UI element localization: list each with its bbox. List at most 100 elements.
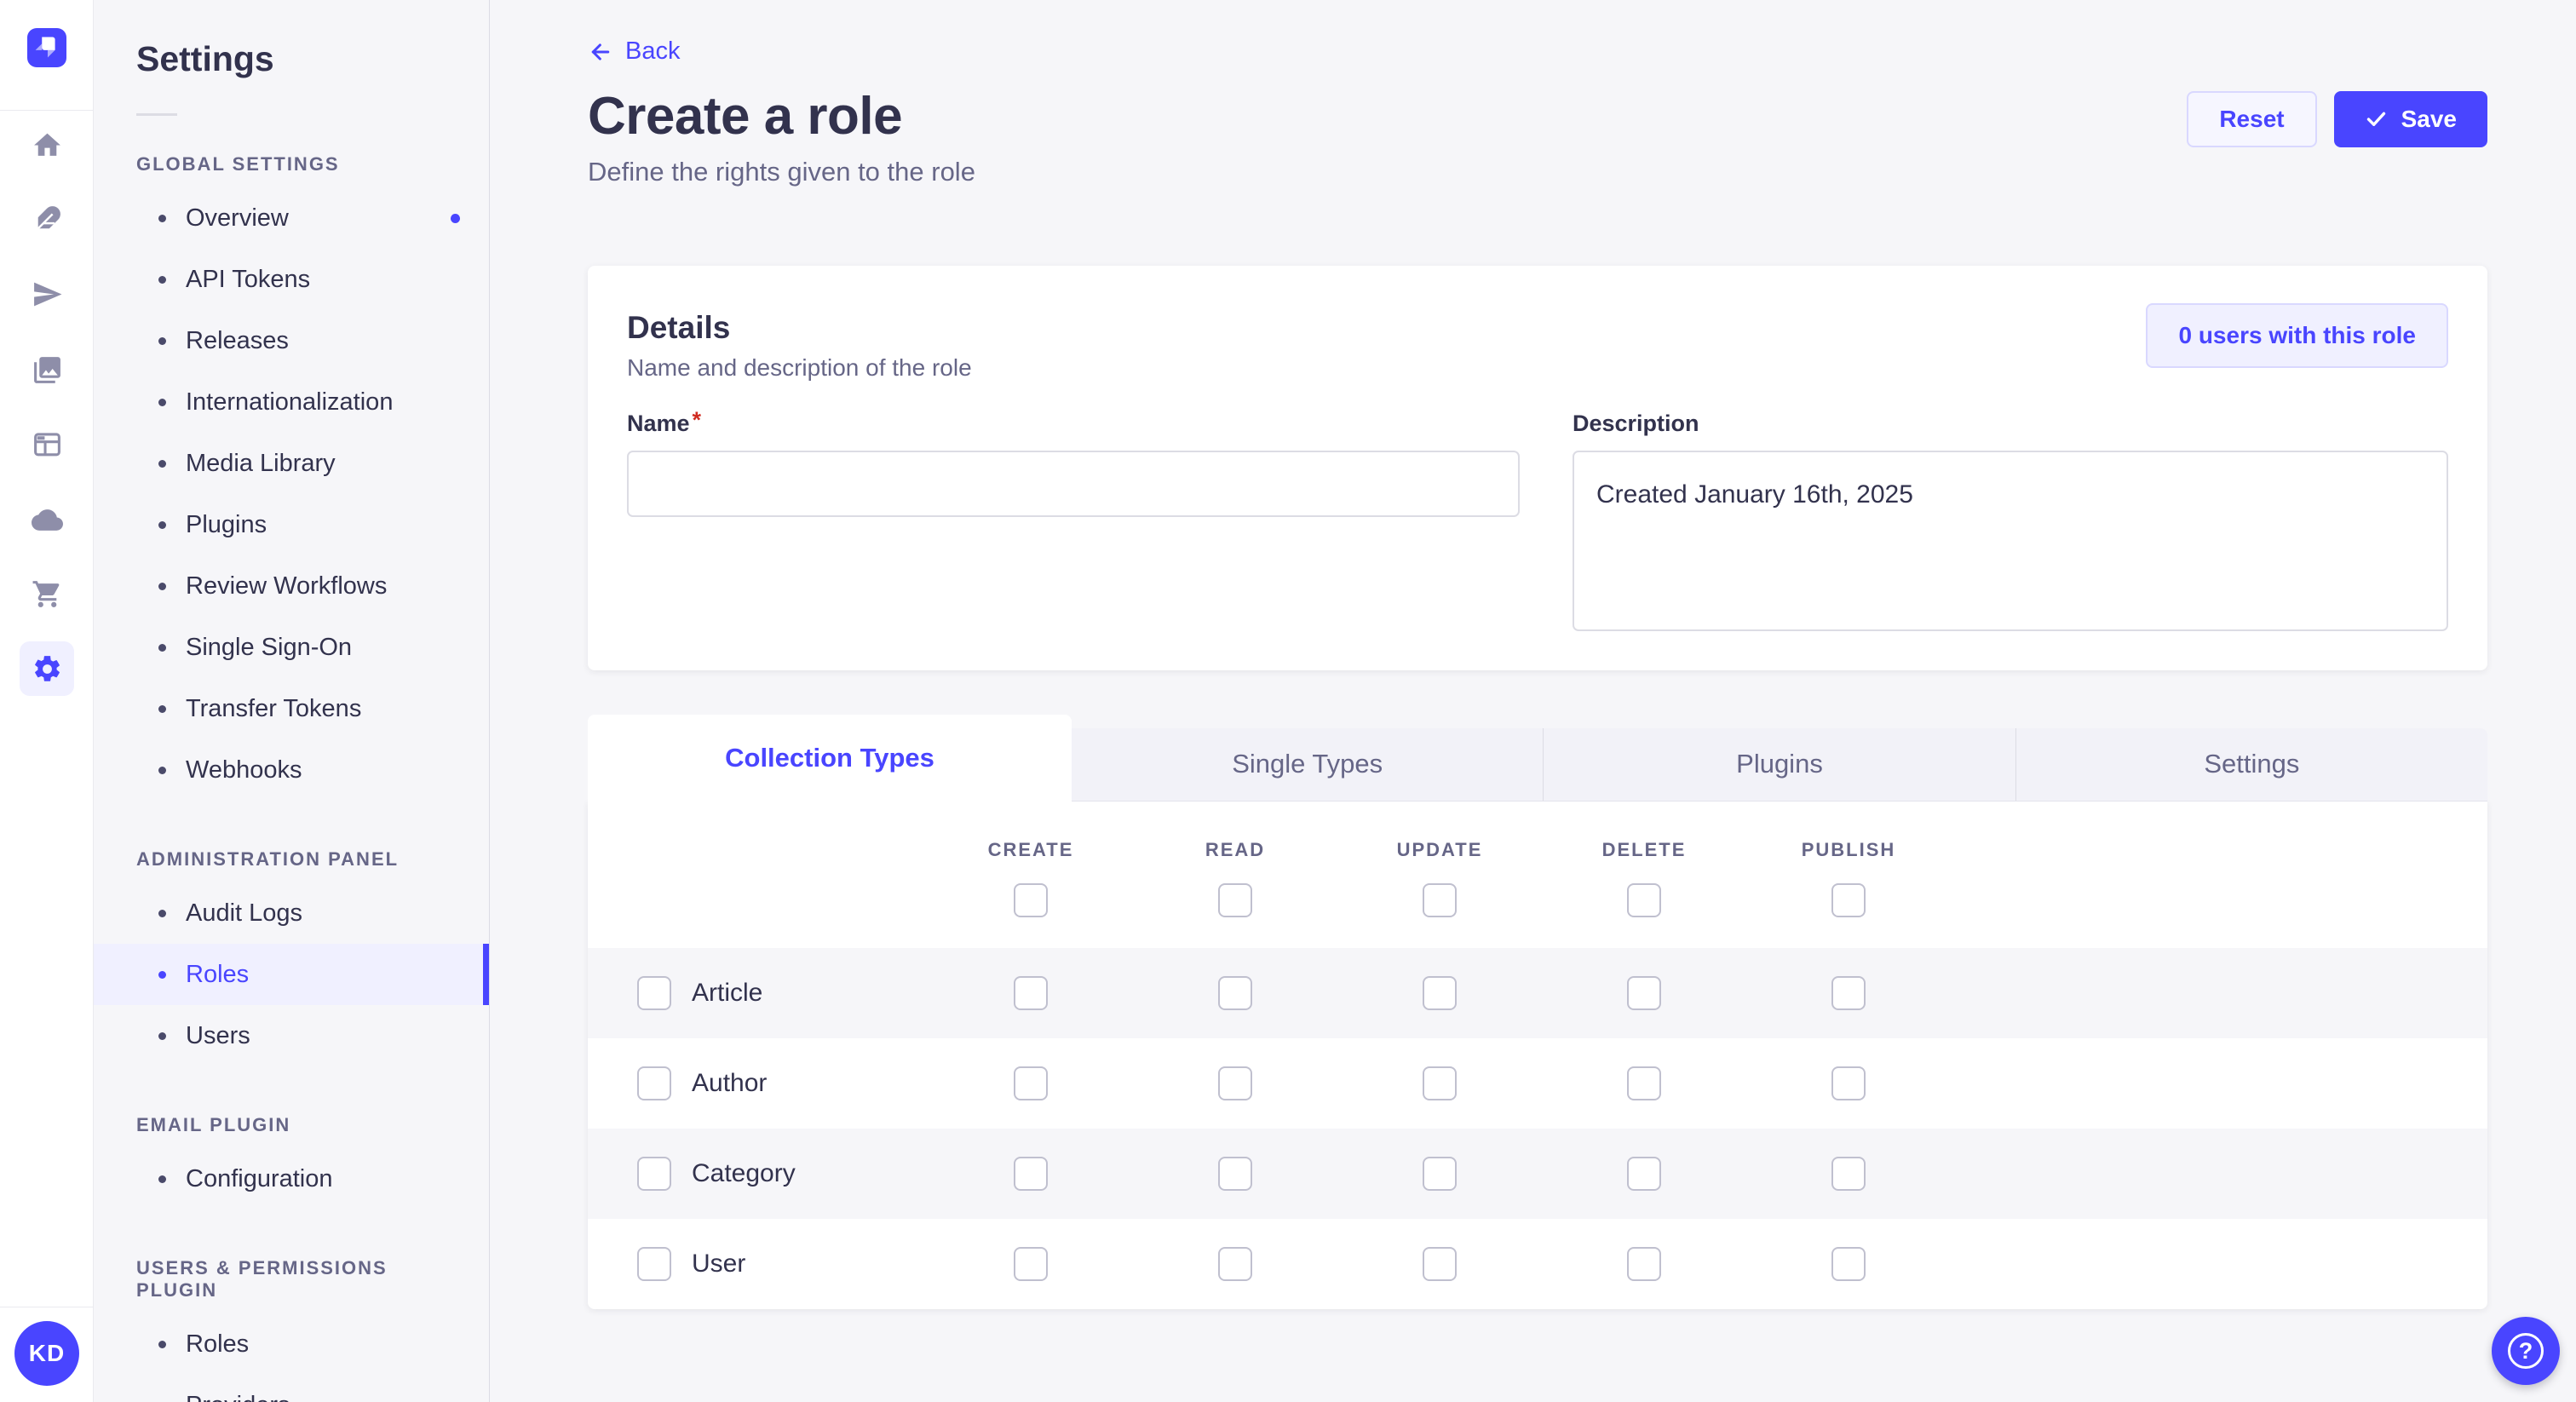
select-all-publish-checkbox[interactable] [1831,882,1866,917]
bullet-icon [158,275,166,284]
author-publish-checkbox[interactable] [1831,1066,1866,1100]
sidebar-item-label: Single Sign-On [186,633,353,661]
category-create-checkbox[interactable] [1014,1156,1048,1191]
table-row-author: Author [588,1038,2487,1129]
row-select-checkbox[interactable] [637,1246,671,1281]
name-field-group: Name * [627,407,1520,631]
sidebar-item-review-workflows[interactable]: Review Workflows [94,555,489,617]
back-link[interactable]: Back [588,37,680,66]
settings-gear-icon[interactable] [20,641,74,696]
sidebar-item-label: Transfer Tokens [186,694,362,722]
home-icon[interactable] [20,118,74,172]
select-all-create-checkbox[interactable] [1014,882,1048,917]
releases-send-icon[interactable] [20,267,74,321]
content-type-builder-icon[interactable] [20,417,74,471]
required-asterisk: * [692,406,702,433]
user-create-checkbox[interactable] [1014,1246,1048,1281]
row-label: Author [692,1068,768,1097]
sidebar-title: Settings [136,39,274,78]
row-select-checkbox[interactable] [637,975,671,1010]
row-label: Article [692,978,763,1007]
main-content: Back Create a role Define the rights giv… [491,0,2576,1402]
sidebar-item-providers[interactable]: Providers [94,1375,489,1402]
page-subtitle: Define the rights given to the role [588,156,975,187]
page-header: Create a role Define the rights given to… [588,86,2487,187]
row-select-checkbox[interactable] [637,1156,671,1191]
description-textarea[interactable]: Created January 16th, 2025 [1573,450,2448,631]
sidebar-item-label: Roles [186,1330,250,1358]
column-update: UPDATE [1337,839,1542,917]
user-avatar[interactable]: KD [14,1321,79,1386]
sidebar-item-internationalization[interactable]: Internationalization [94,371,489,433]
user-update-checkbox[interactable] [1423,1246,1457,1281]
user-read-checkbox[interactable] [1218,1246,1252,1281]
tab-settings[interactable]: Settings [2015,727,2487,801]
column-label: PUBLISH [1801,838,1896,860]
category-publish-checkbox[interactable] [1831,1156,1866,1191]
reset-button[interactable]: Reset [2187,90,2317,147]
sidebar-item-label: Review Workflows [186,572,388,600]
article-delete-checkbox[interactable] [1627,975,1661,1010]
row-label: Category [692,1158,796,1187]
column-label: DELETE [1601,838,1687,860]
tab-plugins[interactable]: Plugins [1543,727,2015,801]
row-name-cell: Article [588,975,929,1010]
sidebar-item-up-roles[interactable]: Roles [94,1313,489,1375]
author-update-checkbox[interactable] [1423,1066,1457,1100]
sidebar-item-audit-logs[interactable]: Audit Logs [94,882,489,944]
user-publish-checkbox[interactable] [1831,1246,1866,1281]
user-delete-checkbox[interactable] [1627,1246,1661,1281]
help-button[interactable]: ? [2492,1317,2560,1385]
select-all-update-checkbox[interactable] [1423,882,1457,917]
sidebar-item-media-library[interactable]: Media Library [94,433,489,494]
sidebar-item-configuration[interactable]: Configuration [94,1148,489,1210]
sidebar-item-api-tokens[interactable]: API Tokens [94,249,489,310]
bullet-icon [158,1340,166,1348]
media-library-icon[interactable] [20,342,74,397]
category-delete-checkbox[interactable] [1627,1156,1661,1191]
check-icon [2366,112,2385,126]
select-all-read-checkbox[interactable] [1218,882,1252,917]
content-manager-feather-icon[interactable] [20,192,74,246]
sidebar-item-label: Users [186,1021,250,1049]
sidebar-item-releases[interactable]: Releases [94,310,489,371]
sidebar-item-label: API Tokens [186,265,311,293]
row-select-checkbox[interactable] [637,1066,671,1100]
strapi-logo[interactable] [27,28,66,67]
sidebar-item-webhooks[interactable]: Webhooks [94,739,489,801]
category-update-checkbox[interactable] [1423,1156,1457,1191]
name-label-text: Name [627,410,690,436]
select-all-delete-checkbox[interactable] [1627,882,1661,917]
table-row-category: Category [588,1128,2487,1219]
sidebar-item-single-sign-on[interactable]: Single Sign-On [94,617,489,678]
article-read-checkbox[interactable] [1218,975,1252,1010]
sidebar-item-overview[interactable]: Overview [94,187,489,249]
bullet-icon [158,336,166,345]
users-with-role-badge[interactable]: 0 users with this role [2146,302,2448,368]
section-label-administration-panel: ADMINISTRATION PANEL [136,848,400,870]
sidebar-item-plugins[interactable]: Plugins [94,494,489,555]
cloud-icon[interactable] [20,492,74,547]
marketplace-cart-icon[interactable] [20,566,74,621]
category-read-checkbox[interactable] [1218,1156,1252,1191]
sidebar-item-label: Media Library [186,449,336,477]
name-input[interactable] [627,450,1520,517]
article-publish-checkbox[interactable] [1831,975,1866,1010]
bullet-icon [158,766,166,774]
sidebar-item-users[interactable]: Users [94,1005,489,1066]
author-create-checkbox[interactable] [1014,1066,1048,1100]
tab-single-types[interactable]: Single Types [1232,749,1383,779]
tab-collection-types[interactable]: Collection Types [588,714,1072,802]
article-create-checkbox[interactable] [1014,975,1048,1010]
author-read-checkbox[interactable] [1218,1066,1252,1100]
save-button[interactable]: Save [2333,90,2487,147]
section-label-users-permissions-plugin: USERS & PERMISSIONS PLUGIN [136,1257,388,1301]
description-field-group: Description Created January 16th, 2025 [1573,411,2448,631]
question-mark-icon: ? [2508,1333,2544,1369]
author-delete-checkbox[interactable] [1627,1066,1661,1100]
article-update-checkbox[interactable] [1423,975,1457,1010]
sidebar-item-roles[interactable]: Roles [94,944,489,1005]
sidebar-item-transfer-tokens[interactable]: Transfer Tokens [94,678,489,739]
inactive-tabs: Single Types Plugins Settings [1072,727,2487,802]
section-label-email-plugin: EMAIL PLUGIN [136,1114,291,1135]
